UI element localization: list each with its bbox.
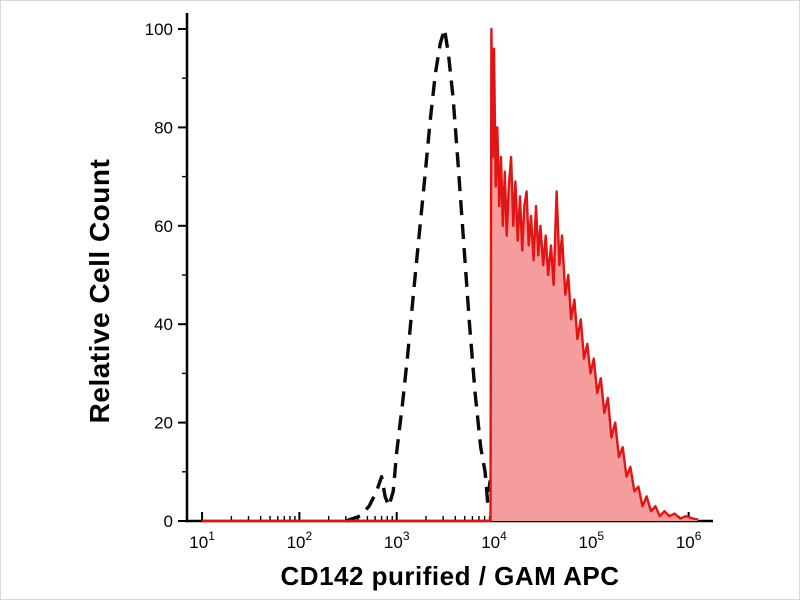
y-tick-label: 100 (145, 20, 173, 39)
x-tick-label: 105 (579, 529, 605, 552)
y-tick-label: 0 (164, 512, 173, 531)
sample-histogram-fill (202, 29, 699, 521)
x-axis-label: CD142 purified / GAM APC (280, 561, 620, 591)
x-tick-label: 104 (481, 529, 507, 552)
control-histogram-dashed-line (345, 27, 497, 523)
y-tick-label: 20 (154, 414, 173, 433)
y-axis-label: Relative Cell Count (84, 158, 115, 424)
y-tick-label: 40 (154, 315, 173, 334)
sample-histogram-line (202, 27, 699, 523)
x-tick-label: 102 (287, 529, 313, 552)
x-tick-label: 101 (189, 529, 215, 552)
y-tick-label: 80 (154, 118, 173, 137)
x-tick-label: 106 (676, 529, 702, 552)
y-tick-label: 60 (154, 217, 173, 236)
x-tick-label: 103 (384, 529, 410, 552)
